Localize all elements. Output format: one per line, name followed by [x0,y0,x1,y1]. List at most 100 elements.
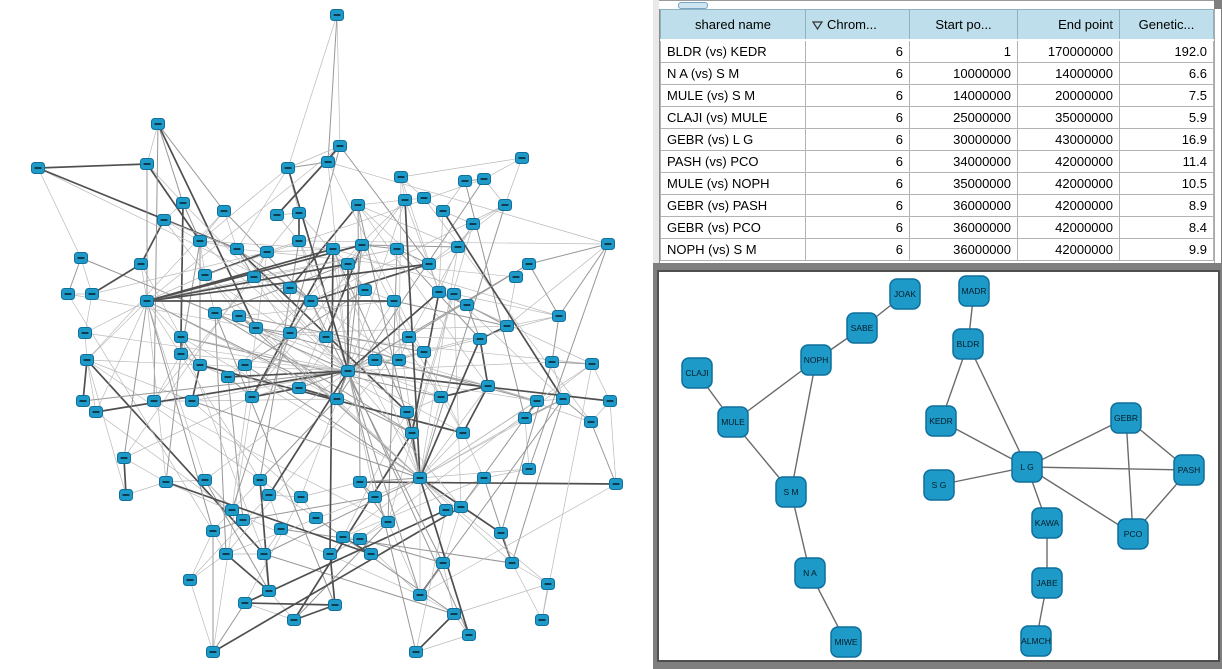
network-node[interactable] [283,282,297,294]
network-node[interactable] [193,359,207,371]
network-edge[interactable] [1125,417,1134,535]
network-node[interactable] [409,646,423,658]
node-noph[interactable]: NOPH [800,344,832,376]
node-pco[interactable]: PCO [1117,518,1149,550]
network-node[interactable] [287,614,301,626]
node-s-g[interactable]: S G [923,469,955,501]
network-node[interactable] [328,599,342,611]
node-sabe[interactable]: SABE [846,312,878,344]
table-cell[interactable]: 6 [805,62,910,85]
network-edge[interactable] [790,359,817,493]
node-almch[interactable]: ALMCH [1020,625,1052,657]
network-node[interactable] [281,162,295,174]
network-node[interactable] [119,489,133,501]
table-row[interactable]: GEBR (vs) L G 6 30000000 43000000 16.9 [660,128,1214,151]
network-node[interactable] [473,333,487,345]
network-node[interactable] [230,243,244,255]
network-node[interactable] [368,491,382,503]
table-cell[interactable]: 170000000 [1017,39,1120,63]
network-node[interactable] [147,395,161,407]
network-node[interactable] [176,197,190,209]
network-node[interactable] [206,646,220,658]
network-node[interactable] [238,359,252,371]
network-node[interactable] [381,516,395,528]
network-edge[interactable] [1026,417,1127,468]
table-cell[interactable]: 6.6 [1119,62,1214,85]
network-node[interactable] [198,269,212,281]
table-cell[interactable]: 35000000 [909,172,1018,195]
table-row[interactable]: NOPH (vs) S M 6 36000000 42000000 9.9 [660,238,1214,261]
table-cell[interactable]: GEBR (vs) PASH [660,194,806,217]
network-node[interactable] [405,427,419,439]
table-cell[interactable]: BLDR (vs) KEDR [660,39,806,63]
network-node[interactable] [262,489,276,501]
network-node[interactable] [353,533,367,545]
network-node[interactable] [400,406,414,418]
table-cell[interactable]: 6 [805,106,910,129]
network-node[interactable] [333,140,347,152]
network-node[interactable] [454,501,468,513]
network-node[interactable] [159,476,173,488]
network-node[interactable] [249,322,263,334]
table-cell[interactable]: 36000000 [909,216,1018,239]
table-cell[interactable]: 10000000 [909,62,1018,85]
table-cell[interactable]: 6 [805,128,910,151]
table-cell[interactable]: 36000000 [909,194,1018,217]
table-row[interactable]: N A (vs) S M 6 10000000 14000000 6.6 [660,62,1214,85]
node-miwe[interactable]: MIWE [830,626,862,658]
node-s-m[interactable]: S M [775,476,807,508]
network-node[interactable] [323,548,337,560]
table-cell[interactable]: 42000000 [1017,238,1120,261]
network-node[interactable] [341,365,355,377]
network-node[interactable] [447,288,461,300]
network-node[interactable] [236,514,250,526]
network-node[interactable] [217,205,231,217]
network-node[interactable] [341,258,355,270]
table-cell[interactable]: 20000000 [1017,84,1120,107]
network-node[interactable] [140,295,154,307]
table-cell[interactable]: 8.9 [1119,194,1214,217]
network-node[interactable] [387,295,401,307]
network-node[interactable] [500,320,514,332]
network-node[interactable] [283,327,297,339]
network-node[interactable] [74,252,88,264]
network-node[interactable] [535,614,549,626]
network-node[interactable] [78,327,92,339]
table-cell[interactable]: 5.9 [1119,106,1214,129]
table-cell[interactable]: 11.4 [1119,150,1214,173]
network-node[interactable] [270,209,284,221]
network-node[interactable] [456,427,470,439]
column-header-genetic[interactable]: Genetic... [1119,9,1214,41]
network-node[interactable] [436,557,450,569]
network-node[interactable] [206,525,220,537]
table-cell[interactable]: 25000000 [909,106,1018,129]
network-node[interactable] [221,371,235,383]
network-node[interactable] [336,531,350,543]
table-cell[interactable]: GEBR (vs) PCO [660,216,806,239]
table-row[interactable]: MULE (vs) S M 6 14000000 20000000 7.5 [660,84,1214,107]
network-node[interactable] [436,205,450,217]
network-node[interactable] [447,608,461,620]
column-header-shared-name[interactable]: shared name [660,9,806,41]
table-cell[interactable]: 7.5 [1119,84,1214,107]
network-node[interactable] [245,391,259,403]
network-node[interactable] [368,354,382,366]
network-node[interactable] [257,548,271,560]
table-scrollbar-track[interactable] [1214,9,1221,263]
node-bldr[interactable]: BLDR [952,328,984,360]
network-node[interactable] [518,412,532,424]
table-cell[interactable]: 35000000 [1017,106,1120,129]
network-node[interactable] [603,395,617,407]
network-node[interactable] [260,246,274,258]
node-pash[interactable]: PASH [1173,454,1205,486]
network-node[interactable] [117,452,131,464]
node-mule[interactable]: MULE [717,406,749,438]
node-kawa[interactable]: KAWA [1031,507,1063,539]
network-node[interactable] [545,356,559,368]
network-node[interactable] [294,491,308,503]
network-node[interactable] [466,218,480,230]
network-node[interactable] [353,476,367,488]
network-node[interactable] [330,393,344,405]
node-jabe[interactable]: JABE [1031,567,1063,599]
network-node[interactable] [319,331,333,343]
